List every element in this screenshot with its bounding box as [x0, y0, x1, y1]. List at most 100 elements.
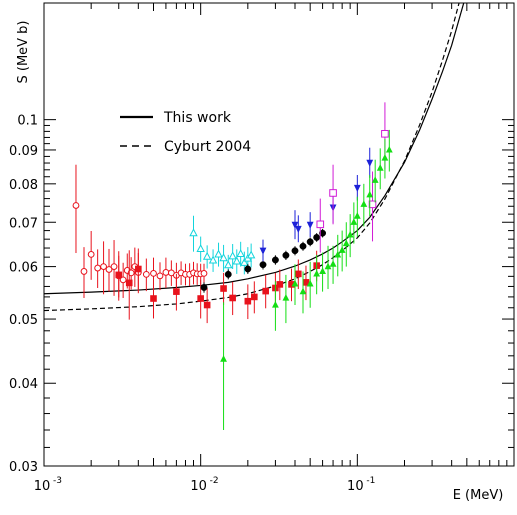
marker-filled-circle [306, 238, 314, 246]
marker-open-circle [94, 264, 102, 272]
marker-open-square [381, 129, 389, 138]
series-open-square [316, 102, 389, 253]
marker-filled-triangle-down [291, 221, 299, 229]
marker-open-circle [200, 269, 208, 277]
marker-filled-triangle-down [294, 225, 302, 233]
y-tick-label: 0.1 [17, 114, 38, 129]
series-filled-triangle-down [259, 147, 374, 262]
y-tick-label: 0.04 [9, 377, 38, 392]
legend-label-this-work: This work [163, 110, 232, 126]
x-tick-label: 10 [190, 479, 207, 494]
marker-filled-triangle-up [346, 230, 354, 238]
marker-filled-square [125, 279, 133, 287]
marker-filled-triangle-up [353, 212, 361, 219]
y-tick-label: 0.03 [9, 460, 38, 475]
marker-filled-triangle-up [299, 287, 307, 295]
marker-open-square [368, 200, 377, 209]
marker-filled-triangle-up [342, 239, 350, 247]
marker-filled-triangle-up [272, 301, 279, 308]
series-filled-square [115, 248, 320, 324]
x-tick-label: 10 [347, 479, 364, 494]
x-tick-label-exponent: -3 [53, 476, 62, 486]
marker-filled-square [276, 281, 284, 288]
marker-filled-triangle-up [291, 279, 299, 287]
y-tick-label: 0.08 [9, 178, 38, 193]
marker-filled-circle [271, 256, 279, 264]
marker-filled-square [203, 301, 211, 309]
marker-open-triangle [214, 249, 223, 258]
marker-filled-triangle-up [350, 218, 358, 225]
marker-filled-square [150, 295, 157, 302]
marker-filled-square [173, 288, 180, 295]
marker-open-circle [87, 250, 95, 258]
marker-filled-square [251, 293, 258, 301]
marker-open-circle [105, 266, 113, 273]
marker-filled-circle [259, 261, 267, 269]
marker-filled-square [220, 285, 227, 292]
marker-filled-square [197, 295, 204, 302]
marker-filled-triangle-up [282, 293, 290, 301]
marker-filled-triangle-up [329, 260, 337, 267]
plot-frame [43, 2, 515, 467]
tick-labels: 10 -3 10 -2 10 -10.030.040.050.060.070.080.09… [9, 114, 375, 494]
y-tick-label: 0.07 [9, 216, 38, 231]
marker-open-triangle [219, 253, 228, 262]
x-axis-title: E (MeV) [453, 488, 504, 503]
x-tick-label-exponent: -2 [210, 476, 219, 486]
marker-filled-triangle-up [366, 190, 374, 198]
marker-filled-square [295, 270, 302, 278]
marker-filled-triangle-up [338, 246, 346, 253]
marker-filled-square [135, 265, 142, 273]
marker-filled-triangle-up [220, 355, 227, 362]
marker-open-triangle [224, 260, 233, 269]
marker-filled-triangle-up [381, 154, 389, 161]
marker-open-circle [142, 270, 150, 278]
series-filled-circle [200, 228, 327, 293]
marker-open-triangle [240, 257, 249, 266]
legend-label-cyburt-2004: Cyburt 2004 [164, 139, 251, 155]
marker-filled-square [115, 271, 123, 279]
y-tick-label: 0.05 [9, 313, 38, 328]
legend: This work Cyburt 2004 [120, 110, 251, 155]
marker-open-circle [156, 272, 164, 280]
series-open-triangle [189, 215, 256, 276]
marker-filled-triangle-up [313, 269, 321, 277]
marker-open-circle [100, 263, 107, 270]
marker-filled-triangle-down [353, 184, 361, 192]
marker-open-triangle [236, 249, 245, 258]
marker-filled-circle [282, 251, 290, 259]
series-open-circle [72, 164, 208, 298]
marker-filled-triangle-up [324, 262, 332, 270]
marker-filled-circle [291, 247, 299, 255]
x-tick-label: 10 [34, 479, 51, 494]
marker-filled-square [262, 287, 269, 295]
marker-open-circle [110, 263, 118, 270]
marker-filled-circle [244, 265, 252, 273]
marker-filled-circle [299, 242, 307, 250]
marker-filled-triangle-up [360, 200, 368, 207]
marker-open-triangle [189, 228, 198, 237]
marker-open-triangle [232, 256, 242, 265]
data-points [72, 102, 393, 430]
marker-filled-circle [319, 229, 327, 237]
marker-filled-triangle-down [259, 247, 267, 255]
marker-open-square [316, 220, 325, 229]
marker-filled-triangle-down [306, 221, 314, 229]
marker-open-triangle [202, 251, 212, 260]
marker-filled-circle [224, 270, 232, 278]
y-tick-label: 0.06 [9, 261, 38, 276]
marker-filled-triangle-up [376, 164, 384, 171]
y-tick-label: 0.09 [9, 144, 38, 159]
marker-filled-circle [313, 233, 321, 241]
marker-open-triangle [246, 250, 256, 259]
marker-open-circle [162, 269, 170, 276]
y-axis-title: S (MeV b) [16, 20, 31, 83]
plot-border [43, 2, 515, 467]
marker-filled-square [288, 281, 295, 288]
marker-filled-circle [200, 284, 208, 291]
x-tick-label-exponent: -1 [366, 476, 375, 486]
marker-filled-triangle-up [334, 250, 342, 258]
marker-filled-triangle-down [366, 159, 374, 167]
marker-open-triangle [196, 244, 205, 253]
